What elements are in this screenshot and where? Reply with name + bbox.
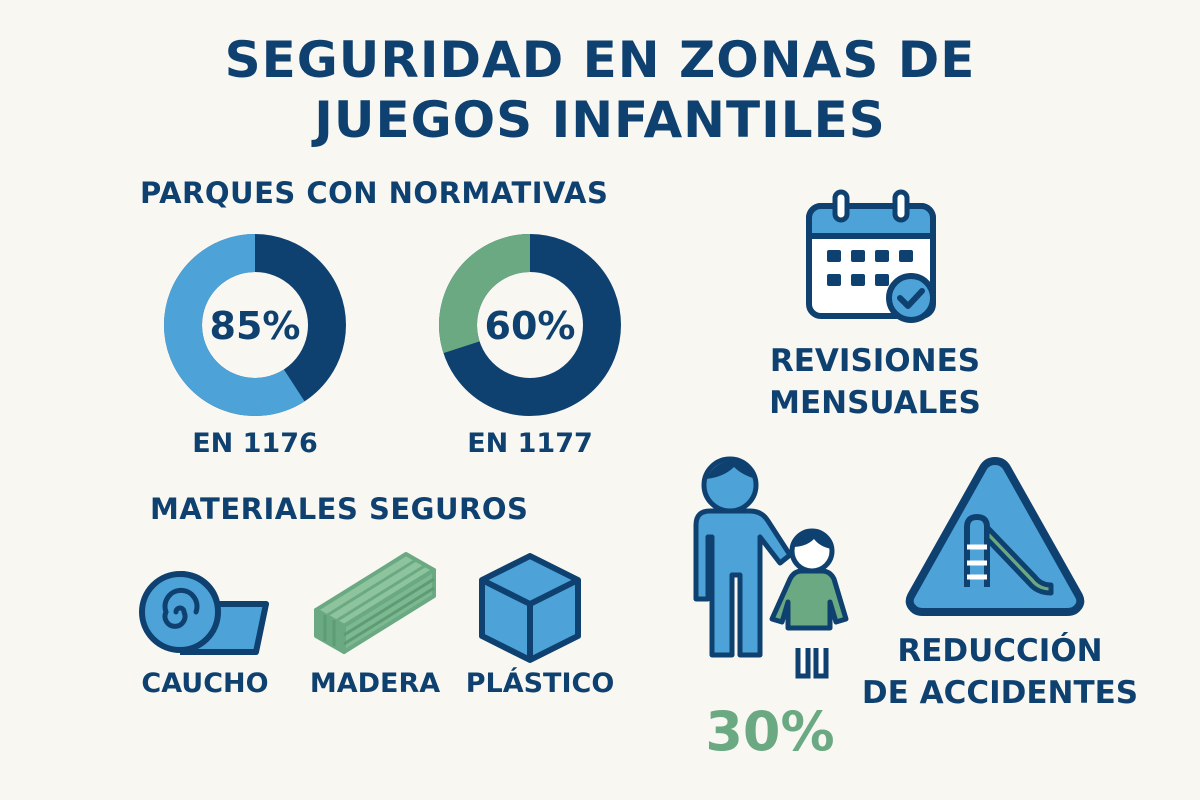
title-line-1: SEGURIDAD EN ZONAS DE — [224, 31, 976, 89]
accident-reduction-percent: 30% — [705, 700, 835, 763]
calendar-check-icon — [806, 189, 936, 323]
donut-caption-en1177: EN 1177 — [467, 428, 593, 459]
material-label-rubber: CAUCHO — [141, 668, 269, 699]
accident-reduction-label: REDUCCIÓN DE ACCIDENTES — [860, 630, 1140, 714]
donut-arc-en1177 — [439, 234, 531, 354]
material-label-plastic: PLÁSTICO — [465, 668, 615, 699]
inspections-label-line-2: MENSUALES — [769, 385, 981, 421]
accident-reduction-label-line-1: REDUCCIÓN — [897, 633, 1103, 669]
donut-caption-en1176: EN 1176 — [192, 428, 318, 459]
materials-section-heading: MATERIALES SEGUROS — [150, 492, 529, 526]
donut-percent-en1177: 60% — [485, 304, 576, 348]
donut-arc-en1176 — [164, 234, 305, 416]
page-title: SEGURIDAD EN ZONAS DE JUEGOS INFANTILES — [0, 30, 1200, 150]
family-icon — [693, 456, 849, 679]
rubber-roll-icon — [139, 571, 269, 655]
inspections-label: REVISIONES MENSUALES — [740, 340, 1010, 424]
wood-planks-icon — [314, 552, 436, 654]
plastic-cube-icon — [479, 553, 581, 663]
donut-percent-en1176: 85% — [210, 304, 301, 348]
playground-warning-sign-icon — [905, 457, 1085, 616]
material-label-wood: MADERA — [309, 668, 441, 699]
parks-section-heading: PARQUES CON NORMATIVAS — [140, 176, 609, 210]
accident-reduction-label-line-2: DE ACCIDENTES — [861, 675, 1139, 711]
donut-chart-en1177: 60% — [439, 234, 621, 416]
title-line-2: JUEGOS INFANTILES — [314, 91, 886, 149]
inspections-label-line-1: REVISIONES — [769, 343, 981, 379]
donut-chart-en1176: 85% — [164, 234, 346, 416]
